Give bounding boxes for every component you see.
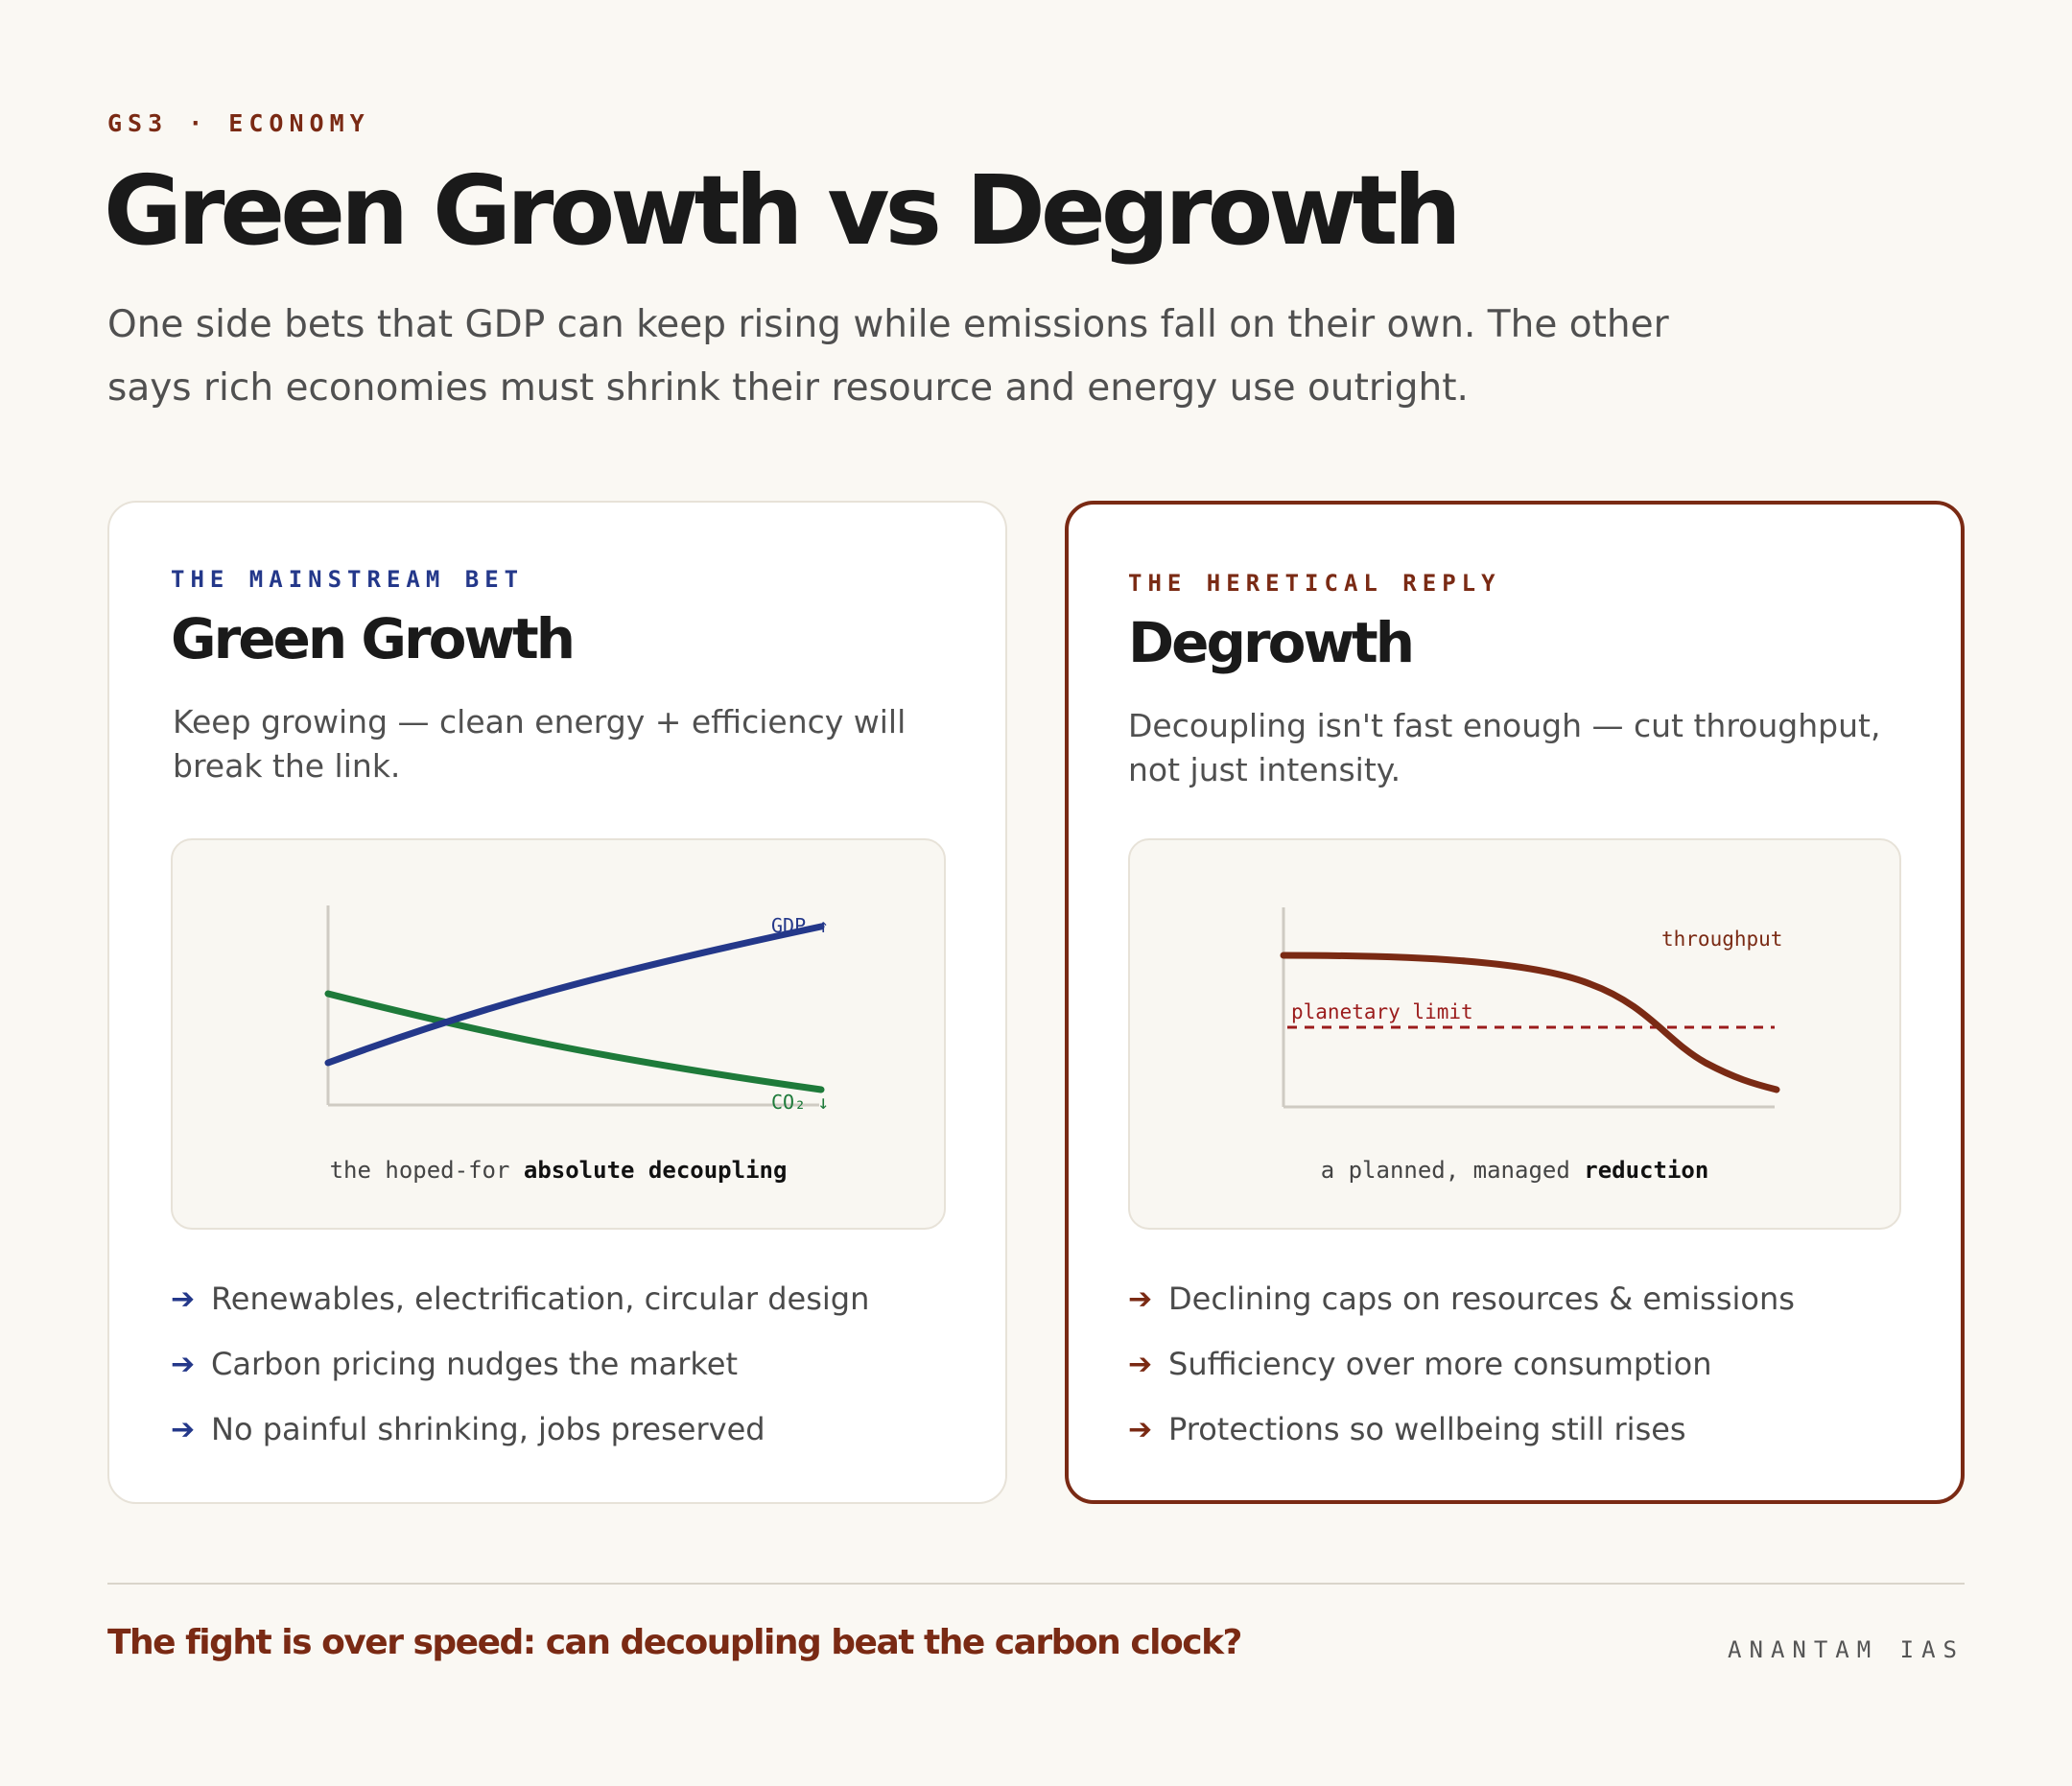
arrow-right-icon: ➔ bbox=[171, 1347, 196, 1381]
decoupling-diagram: GDP ↑ CO₂ ↓ the hoped-for absolute decou… bbox=[171, 838, 946, 1230]
card-title: Green Growth bbox=[171, 606, 576, 671]
arrow-right-icon: ➔ bbox=[1128, 1347, 1153, 1381]
caption-emphasis: reduction bbox=[1584, 1157, 1709, 1184]
caption-prefix: a planned, managed bbox=[1320, 1157, 1570, 1184]
degrowth-card: THE HERETICAL REPLY Degrowth Decoupling … bbox=[1065, 501, 1965, 1504]
green-growth-card: THE MAINSTREAM BET Green Growth Keep gro… bbox=[107, 501, 1007, 1504]
card-label: THE MAINSTREAM BET bbox=[171, 566, 525, 593]
footer-divider bbox=[107, 1583, 1965, 1585]
list-item: ➔ Protections so wellbeing still rises bbox=[1128, 1397, 1795, 1462]
list-item-text: Carbon pricing nudges the market bbox=[211, 1346, 739, 1382]
throughput-curve bbox=[1280, 952, 1780, 1093]
caption-emphasis: absolute decoupling bbox=[523, 1157, 788, 1184]
section-kicker: GS3 · ECONOMY bbox=[107, 109, 370, 137]
list-item-text: Renewables, electrification, circular de… bbox=[211, 1281, 870, 1317]
list-item-text: Declining caps on resources & emissions bbox=[1168, 1281, 1795, 1317]
arrow-right-icon: ➔ bbox=[171, 1281, 196, 1316]
list-item-text: No painful shrinking, jobs preserved bbox=[211, 1411, 765, 1447]
throughput-label: throughput bbox=[1661, 928, 1782, 951]
decoupling-chart-svg: GDP ↑ CO₂ ↓ bbox=[324, 905, 829, 1114]
chart-caption: the hoped-for absolute decoupling bbox=[173, 1157, 944, 1184]
list-item: ➔ Sufficiency over more consumption bbox=[1128, 1331, 1795, 1397]
footer-question: The fight is over speed: can decoupling … bbox=[107, 1623, 1242, 1662]
arrow-right-icon: ➔ bbox=[1128, 1412, 1153, 1446]
chart-caption: a planned, managed reduction bbox=[1130, 1157, 1899, 1184]
card-label: THE HERETICAL REPLY bbox=[1128, 570, 1501, 597]
arrow-right-icon: ➔ bbox=[171, 1412, 196, 1446]
degrowth-bullets: ➔ Declining caps on resources & emissions… bbox=[1128, 1266, 1795, 1462]
co2-line bbox=[324, 990, 825, 1093]
list-item: ➔ Renewables, electrification, circular d… bbox=[171, 1266, 869, 1331]
list-item-text: Sufficiency over more consumption bbox=[1168, 1346, 1712, 1382]
caption-prefix: the hoped-for bbox=[329, 1157, 510, 1184]
page-title: Green Growth vs Degrowth bbox=[104, 154, 1462, 267]
arrow-right-icon: ➔ bbox=[1128, 1281, 1153, 1316]
card-description: Keep growing — clean energy + efficiency… bbox=[173, 703, 906, 785]
planetary-limit-label: planetary limit bbox=[1291, 1000, 1473, 1023]
list-item: ➔ No painful shrinking, jobs preserved bbox=[171, 1397, 869, 1462]
reduction-diagram: throughput planetary limit a planned, ma… bbox=[1128, 838, 1901, 1230]
co2-label: CO₂ ↓ bbox=[771, 1091, 829, 1114]
card-title: Degrowth bbox=[1128, 610, 1415, 675]
card-description: Decoupling isn't fast enough — cut throu… bbox=[1128, 707, 1881, 788]
list-item: ➔ Carbon pricing nudges the market bbox=[171, 1331, 869, 1397]
page-subtitle: One side bets that GDP can keep rising w… bbox=[107, 303, 1669, 410]
brand-name: ANANTAM IAS bbox=[1728, 1636, 1965, 1663]
reduction-chart-svg: throughput planetary limit bbox=[1280, 907, 1782, 1109]
list-item-text: Protections so wellbeing still rises bbox=[1168, 1411, 1686, 1447]
gdp-line bbox=[324, 923, 825, 1067]
green-growth-bullets: ➔ Renewables, electrification, circular d… bbox=[171, 1266, 869, 1462]
gdp-label: GDP ↑ bbox=[771, 914, 829, 937]
list-item: ➔ Declining caps on resources & emissions bbox=[1128, 1266, 1795, 1331]
